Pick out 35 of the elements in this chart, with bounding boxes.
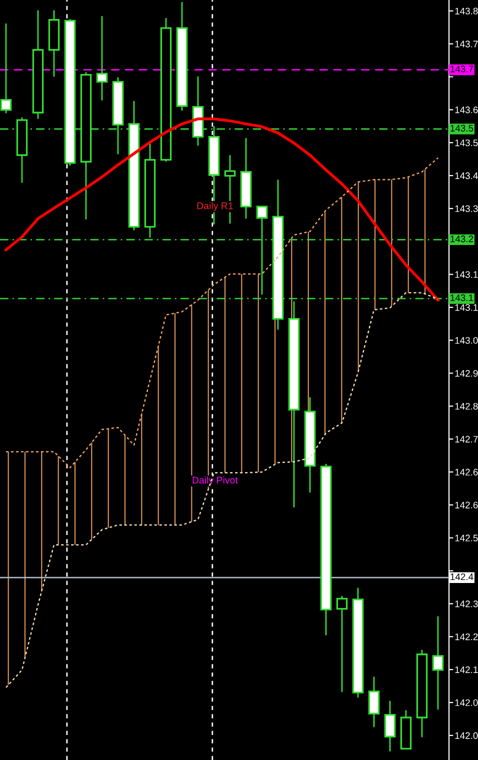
- line-series: [5, 292, 439, 688]
- y-tick-label: 143.4: [455, 172, 478, 180]
- y-tick-label: 142.8: [455, 402, 478, 410]
- y-tick-label: 142.6: [455, 502, 478, 508]
- candlestick: [384, 700, 396, 752]
- y-tick-label: 143.6: [455, 106, 478, 114]
- line-series: [4, 117, 440, 302]
- y-tick-label: 142.3: [455, 600, 478, 608]
- line-series: [5, 157, 439, 468]
- y-tick-label: 143.1: [455, 304, 478, 311]
- annotation: Daily R1: [197, 202, 233, 212]
- candlestick: [96, 16, 108, 100]
- y-tick-label: 142.1: [455, 666, 478, 673]
- candlestick: [432, 616, 444, 710]
- ref-line-label: 143.2: [450, 236, 474, 242]
- candlestick: [336, 596, 348, 692]
- candlestick: [256, 206, 268, 295]
- y-tick-label: 143.5: [455, 139, 478, 146]
- y-tick-label: 142.5: [455, 534, 478, 542]
- candlestick: [368, 676, 380, 728]
- candlestick: [0, 23, 12, 114]
- y-tick-label: 143.3: [455, 205, 478, 212]
- y-tick-label: 142.2: [455, 633, 478, 640]
- y-tick-label: 142.7: [455, 436, 478, 442]
- y-tick-label: 142.0: [455, 732, 478, 739]
- y-tick-label: 142.0: [455, 699, 478, 706]
- ref-line-label: 142.4: [450, 573, 474, 580]
- y-tick-label: 143.7: [455, 40, 478, 48]
- y-tick-label: 142.9: [455, 370, 478, 377]
- y-tick-label: 142.6: [455, 468, 478, 476]
- annotation: Daily Pivot: [192, 476, 238, 486]
- y-tick-label: 143.8: [455, 8, 478, 14]
- y-tick-label: 143.0: [455, 337, 478, 344]
- y-tick-label: 143.1: [455, 271, 478, 278]
- ref-line-label: 143.7: [450, 66, 474, 72]
